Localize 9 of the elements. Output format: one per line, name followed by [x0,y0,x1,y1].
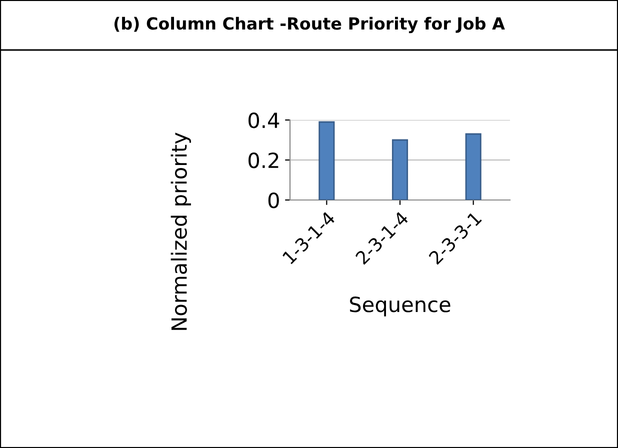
y-tick-label: 0.2 [248,152,278,168]
bar [392,139,408,200]
y-tick-label: 0 [268,192,279,208]
chart-title: (b) Column Chart -Route Priority for Job A [114,16,505,34]
bar [465,133,482,200]
x-axis-title: Sequence [350,296,450,316]
y-tick-label: 0.4 [248,112,280,128]
y-axis-title: Normalized priority [170,132,191,330]
bar [318,121,335,200]
